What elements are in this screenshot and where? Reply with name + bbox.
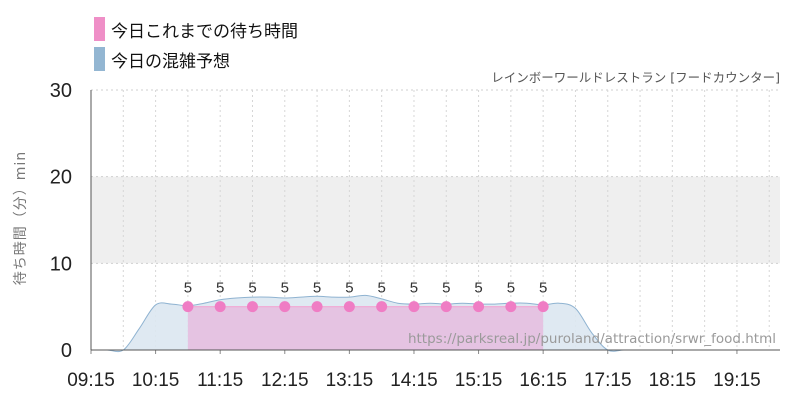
- data-point: [343, 301, 355, 313]
- data-point: [311, 301, 323, 313]
- y-tick-label: 30: [50, 80, 72, 102]
- data-label: 5: [313, 280, 321, 297]
- data-point: [408, 301, 420, 313]
- data-point: [376, 301, 388, 313]
- x-tick-label: 16:15: [519, 370, 567, 391]
- data-label: 5: [539, 280, 547, 297]
- legend-label-forecast: 今日の混雑予想: [111, 51, 230, 72]
- watermark-url: https://parksreal.jp/puroland/attraction…: [408, 331, 776, 347]
- data-label: 5: [507, 280, 515, 297]
- actual-area: [187, 306, 544, 350]
- legend-item-actual: 今日これまでの待ち時間: [94, 14, 298, 44]
- data-label: 5: [474, 280, 482, 297]
- chart-subtitle: レインボーワールドレストラン [フードカウンター]: [491, 70, 780, 85]
- data-point: [537, 301, 549, 313]
- data-label: 5: [345, 280, 353, 297]
- data-point: [182, 301, 194, 313]
- data-label: 5: [216, 280, 224, 297]
- x-tick-label: 12:15: [261, 370, 309, 391]
- x-tick-label: 11:15: [197, 370, 243, 391]
- legend-item-forecast: 今日の混雑予想: [94, 44, 298, 74]
- data-label: 5: [410, 280, 418, 297]
- data-point: [214, 301, 226, 313]
- data-label: 5: [378, 280, 386, 297]
- data-label: 5: [248, 280, 256, 297]
- data-point: [440, 301, 452, 313]
- y-tick-label: 10: [50, 253, 72, 275]
- legend-label-actual: 今日これまでの待ち時間: [111, 21, 298, 42]
- x-tick-label: 19:15: [713, 370, 761, 391]
- data-point: [505, 301, 517, 313]
- x-tick-label: 18:15: [649, 370, 697, 391]
- x-tick-label: 14:15: [390, 370, 438, 391]
- data-label: 5: [442, 280, 450, 297]
- chart-legend: 今日これまでの待ち時間 今日の混雑予想: [94, 14, 298, 74]
- y-tick-label: 20: [50, 167, 72, 189]
- x-tick-label: 13:15: [326, 370, 374, 391]
- x-tick-label: 17:15: [584, 370, 632, 391]
- data-point: [473, 301, 485, 313]
- data-point: [279, 301, 291, 313]
- legend-swatch-forecast: [94, 47, 105, 71]
- x-tick-label: 15:15: [455, 370, 503, 391]
- legend-swatch-actual: [94, 17, 105, 41]
- data-label: 5: [184, 280, 192, 297]
- y-tick-label: 0: [61, 340, 72, 362]
- data-label: 5: [281, 280, 289, 297]
- data-point: [246, 301, 258, 313]
- x-tick-label: 09:15: [67, 370, 115, 391]
- shaded-band: [91, 176, 780, 264]
- x-tick-label: 10:15: [132, 370, 180, 391]
